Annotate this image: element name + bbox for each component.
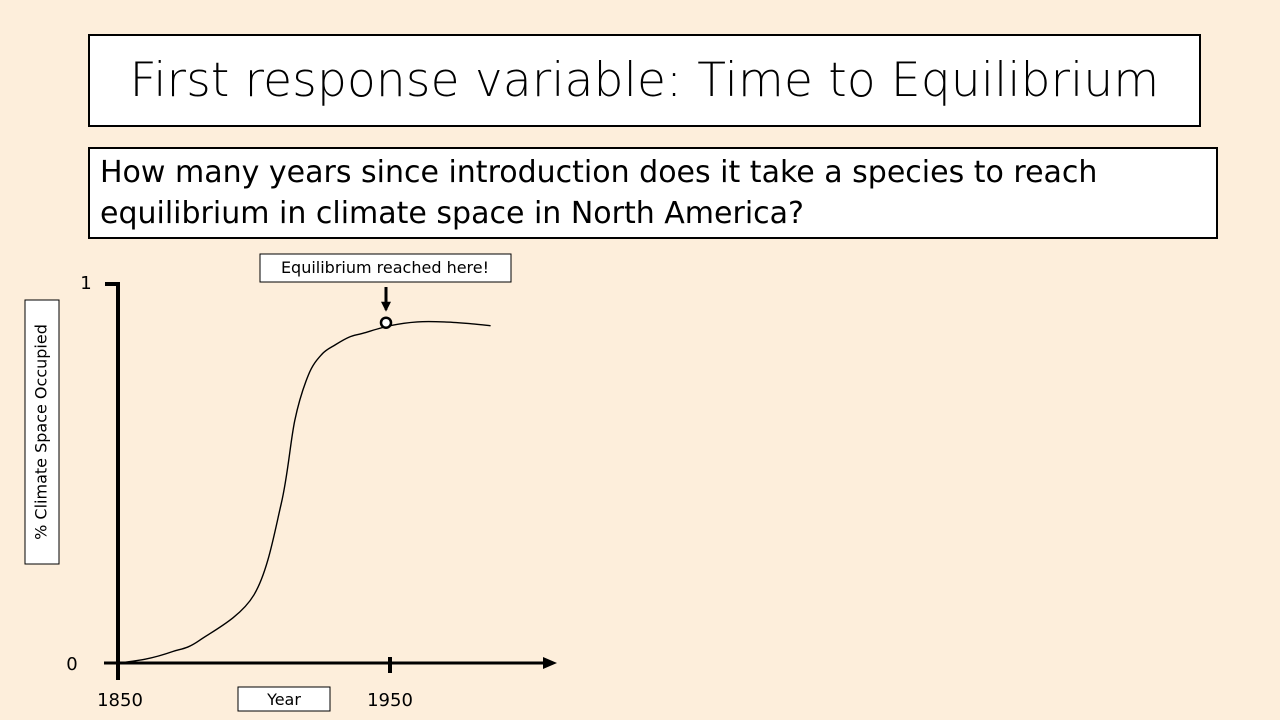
y-axis-label: % Climate Space Occupied bbox=[32, 324, 51, 540]
question-text: How many years since introduction does i… bbox=[88, 147, 1218, 239]
x-axis-label: Year bbox=[266, 690, 301, 709]
x-tick-label-mid: 1950 bbox=[367, 690, 413, 711]
chart-plot-area bbox=[117, 287, 491, 673]
y-tick-label-max: 1 bbox=[80, 273, 91, 294]
y-tick-label-min: 0 bbox=[66, 654, 77, 675]
equilibrium-point bbox=[379, 316, 393, 329]
x-axis-label-box bbox=[237, 686, 331, 712]
annotation-box bbox=[259, 253, 512, 283]
series-line bbox=[117, 320, 491, 664]
x-axis-arrowhead bbox=[543, 657, 557, 669]
annotation-text: Equilibrium reached here! bbox=[281, 258, 489, 277]
slide-title: First response variable: Time to Equilib… bbox=[88, 34, 1201, 127]
y-axis-label-box bbox=[24, 299, 60, 565]
x-tick-label-start: 1850 bbox=[97, 690, 143, 711]
